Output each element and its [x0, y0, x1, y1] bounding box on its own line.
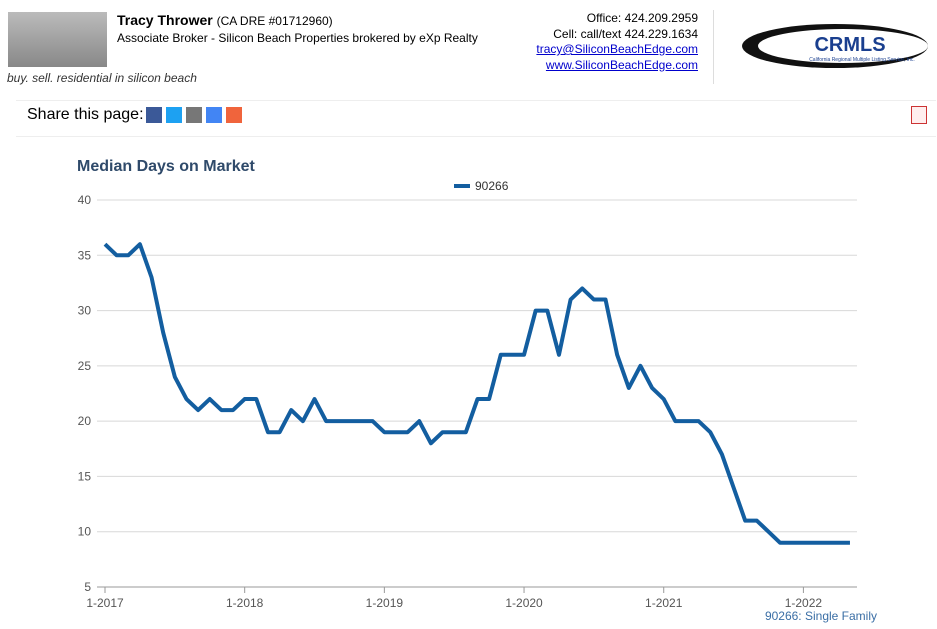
y-tick-label: 40 [78, 193, 92, 207]
y-tick-label: 15 [78, 469, 92, 483]
line [103, 242, 850, 545]
divider [713, 10, 714, 84]
rule [16, 136, 936, 137]
footnote: 90266: Single Family [765, 609, 877, 623]
x-tick-label: 1-2021 [645, 596, 683, 610]
facebook[interactable] [146, 107, 162, 123]
y-tick-label: 5 [84, 580, 91, 594]
x-tick-label: 1-2022 [785, 596, 823, 610]
contact: Office: 424.209.2959 Cell: call/text 424… [536, 11, 698, 73]
agent-name: Tracy Thrower [117, 12, 213, 28]
y-tick-label: 35 [78, 248, 92, 262]
x-tick-label: 1-2020 [505, 596, 543, 610]
chart: Median Days on Market 5 10 15 20 25 30 35 40 1-2… [77, 158, 877, 623]
logo: CRMLS California Regional Multiple Listi… [742, 24, 928, 68]
license: (CA DRE #01712960) [216, 14, 333, 28]
pdf-icon[interactable] [911, 106, 927, 124]
website[interactable]: www.SiliconBeachEdge.com [545, 57, 698, 72]
y-tick-label: 30 [78, 304, 92, 318]
y-tick-label: 25 [78, 359, 92, 373]
tagline: buy. sell. residential in silicon beach [7, 71, 197, 85]
x-tick-label: 1-2019 [366, 596, 404, 610]
y-tick-label: 20 [78, 414, 92, 428]
twitter[interactable] [166, 107, 182, 123]
role: Associate Broker - Silicon Beach Propert… [117, 31, 478, 45]
name-line: Tracy Thrower (CA DRE #01712960) [117, 12, 333, 28]
logo-sub: California Regional Multiple Listing Ser… [809, 57, 915, 63]
x-tick-label: 1-2017 [86, 596, 124, 610]
share-icons [146, 107, 242, 123]
google[interactable] [206, 107, 222, 123]
more[interactable] [226, 107, 242, 123]
x-tick-label: 1-2018 [226, 596, 264, 610]
email-share[interactable] [186, 107, 202, 123]
legend-label: 90266 [475, 179, 509, 193]
chart-title: Median Days on Market [77, 158, 256, 175]
y-tick-label: 10 [78, 525, 92, 539]
rule [16, 100, 936, 101]
logo-text: CRMLS [814, 34, 885, 56]
email[interactable]: tracy@SiliconBeachEdge.com [536, 42, 698, 56]
office: Office: 424.209.2959 [586, 11, 698, 25]
cell: Cell: call/text 424.229.1634 [553, 26, 698, 41]
share-label: Share this page: [27, 106, 144, 123]
photo [8, 12, 107, 67]
